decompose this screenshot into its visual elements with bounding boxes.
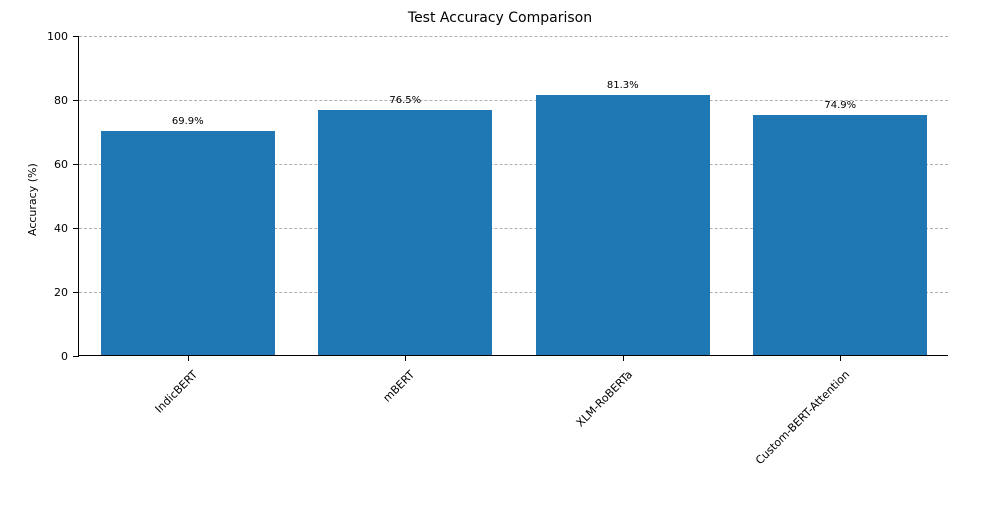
chart-title: Test Accuracy Comparison [0,10,1000,26]
x-tick [405,355,406,361]
plot-area: 69.9% 76.5% 81.3% 74.9% [78,36,948,356]
bar [536,95,710,355]
chart-container: Test Accuracy Comparison Accuracy (%) 69… [0,0,1000,500]
x-tick-label: IndicBERT [49,368,200,519]
y-tick [73,36,79,37]
y-tick-label: 60 [28,158,68,171]
y-tick [73,356,79,357]
x-tick-label: Custom-BERT-Attention [702,368,853,519]
y-tick-label: 80 [28,94,68,107]
y-tick-label: 20 [28,286,68,299]
bar-value-label: 81.3% [573,80,673,91]
x-tick [188,355,189,361]
bar-value-label: 76.5% [355,95,455,106]
y-tick-label: 0 [28,350,68,363]
gridline [79,36,948,37]
bar [753,115,927,355]
y-tick-label: 40 [28,222,68,235]
x-tick [840,355,841,361]
x-tick [623,355,624,361]
bar [101,131,275,355]
y-tick [73,100,79,101]
x-tick-label: mBERT [267,368,418,519]
y-tick [73,164,79,165]
y-tick [73,292,79,293]
x-tick-label: XLM-RoBERTa [484,368,635,519]
y-tick-label: 100 [28,30,68,43]
y-tick [73,228,79,229]
bar [318,110,492,355]
bar-value-label: 69.9% [138,116,238,127]
bar-value-label: 74.9% [790,100,890,111]
